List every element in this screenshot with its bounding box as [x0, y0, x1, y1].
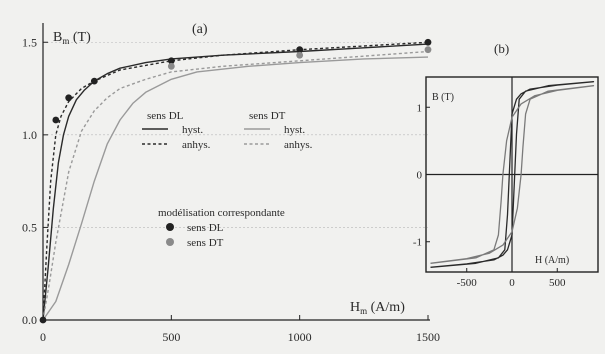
series-line-sens-dt-anhys-	[42, 50, 429, 321]
series-line-sens-dl-hyst-	[42, 43, 429, 321]
data-point	[296, 51, 304, 59]
chart-a: 0.0 0.5 1.0 1.5 0 500 1000 1500 (a) Bm (T) Hm (…	[22, 22, 440, 344]
chart-b-ytick-label: 1	[417, 102, 423, 114]
chart-b-ytick-label: -1	[413, 237, 422, 249]
chart-a-xtick-label: 500	[162, 330, 180, 344]
ylabel-main: B	[53, 30, 62, 45]
chart-a-ytick-label: 1.5	[22, 35, 37, 49]
chart-b-ylabel: B (T)	[432, 92, 454, 103]
chart-b-xtick-label: 0	[509, 277, 515, 289]
data-point	[167, 62, 175, 70]
chart-b-xtick-label: 500	[549, 277, 566, 289]
chart-b: (b) -1 0 1 -500 0 500 B (T) H (A/m)	[413, 41, 599, 289]
legend-label: sens DL	[187, 222, 224, 234]
series-line-loop-dt	[430, 85, 595, 264]
ylabel-unit: (T)	[69, 30, 91, 45]
chart-a-legend: sens DL hyst. anhys. sens DT hyst. anhys. modé…	[142, 110, 313, 249]
chart-a-ytick-label: 1.0	[22, 128, 37, 142]
chart-b-xlabel: H (A/m)	[535, 255, 569, 266]
legend-label: hyst.	[284, 124, 305, 136]
legend-group-title: sens DL	[147, 110, 184, 122]
chart-a-ylabel: Bm (T)	[53, 30, 91, 46]
chart-a-xlabel: Hm (A/m)	[350, 300, 405, 316]
data-point	[65, 94, 73, 102]
legend-label: anhys.	[182, 139, 211, 151]
chart-b-xtick-label: -500	[457, 277, 478, 289]
series-line-sens-dl-anhys-	[42, 41, 429, 321]
legend-model-title: modélisation correspondante	[158, 207, 285, 219]
chart-a-panel-label: (a)	[192, 22, 208, 37]
legend-marker	[166, 223, 174, 231]
xlabel-sub: m	[360, 306, 367, 316]
data-point	[167, 57, 175, 65]
legend-marker	[166, 238, 174, 246]
legend-label: sens DT	[187, 237, 224, 249]
chart-a-xtick-label: 1500	[416, 330, 440, 344]
legend-label: hyst.	[182, 124, 203, 136]
series-line-loop-dl	[430, 81, 595, 268]
data-point	[424, 46, 432, 54]
data-point	[296, 46, 304, 54]
xlabel-unit: (A/m)	[367, 300, 405, 315]
chart-a-ytick-label: 0.0	[22, 313, 37, 327]
chart-a-xtick-label: 1000	[288, 330, 312, 344]
chart-b-panel-label: (b)	[494, 41, 509, 56]
xlabel-main: H	[350, 300, 360, 315]
legend-label: anhys.	[284, 139, 313, 151]
series-line-sens-dt-hyst-	[42, 56, 429, 321]
chart-b-ytick-label: 0	[417, 170, 423, 182]
data-point	[424, 38, 432, 46]
chart-a-xtick-label: 0	[40, 330, 46, 344]
chart-a-ytick-label: 0.5	[22, 220, 37, 234]
data-point	[52, 116, 60, 124]
data-point	[90, 77, 98, 85]
ylabel-sub: m	[62, 36, 69, 46]
legend-group-title: sens DT	[249, 110, 286, 122]
